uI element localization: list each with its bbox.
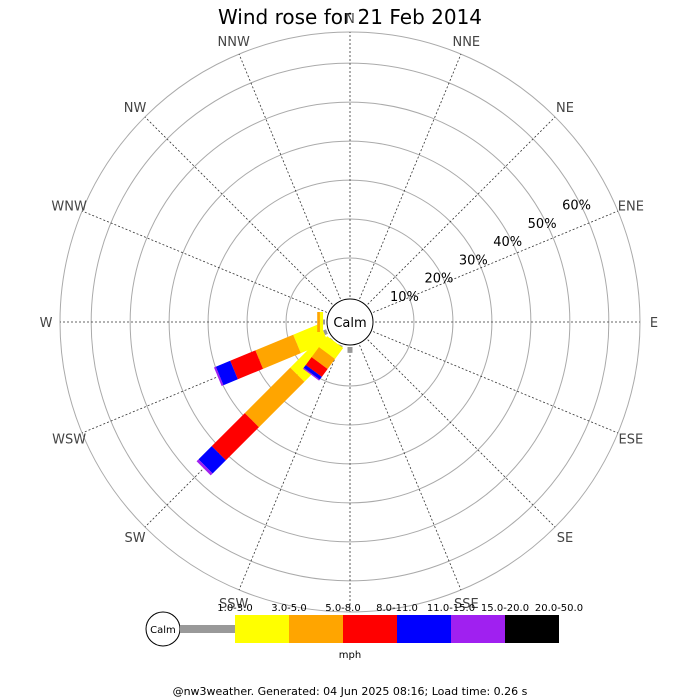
legend-label-3.0-5.0: 3.0-5.0 bbox=[271, 603, 306, 614]
ring-labels: 10% 20% 30% 40% 50% 60% bbox=[390, 198, 591, 304]
direction-labels: NNNENEENEEESESESSESSSWSWWSWWWNWNWNNW bbox=[40, 12, 659, 635]
legend-swatch-20.0-50.0 bbox=[505, 615, 559, 643]
spoke-wnw bbox=[81, 210, 328, 313]
legend-label-15.0-20.0: 15.0-20.0 bbox=[481, 603, 529, 614]
direction-label-sw: SW bbox=[124, 531, 145, 546]
bar-wsw-8.0-11.0 bbox=[230, 350, 264, 380]
legend-label-20.0-50.0: 20.0-50.0 bbox=[535, 603, 583, 614]
spoke-nnw bbox=[238, 53, 341, 300]
legend-swatch-11.0-15.0 bbox=[397, 615, 451, 643]
direction-label-nne: NNE bbox=[452, 35, 480, 50]
legend-label-11.0-15.0: 11.0-15.0 bbox=[427, 603, 475, 614]
footer-text: @nw3weather. Generated: 04 Jun 2025 08:1… bbox=[173, 685, 528, 698]
ring-label-5: 50% bbox=[528, 217, 557, 232]
direction-label-wnw: WNW bbox=[51, 200, 87, 215]
spoke-se bbox=[367, 339, 556, 528]
legend-calm-label: Calm bbox=[150, 625, 176, 636]
legend-swatch-5.0-8.0 bbox=[289, 615, 343, 643]
spoke-ese bbox=[372, 331, 619, 434]
ring-5 bbox=[129, 101, 571, 543]
bar-sw-11.0-15.0 bbox=[198, 446, 226, 474]
legend-unit: mph bbox=[339, 650, 361, 661]
direction-label-se: SE bbox=[557, 531, 573, 546]
direction-label-wsw: WSW bbox=[52, 432, 86, 447]
bar-wsw-1.0-3.0 bbox=[323, 329, 328, 336]
spoke-ssw bbox=[238, 344, 341, 591]
legend-swatch-8.0-11.0 bbox=[343, 615, 397, 643]
spoke-ene bbox=[372, 210, 619, 313]
direction-label-ese: ESE bbox=[619, 432, 644, 447]
legend-swatch-15.0-20.0 bbox=[451, 615, 505, 643]
bar-ssw-11.0-15.0 bbox=[303, 364, 322, 380]
ring-label-2: 20% bbox=[424, 272, 453, 287]
legend-label-8.0-11.0: 8.0-11.0 bbox=[376, 603, 418, 614]
ring-label-1: 10% bbox=[390, 290, 419, 305]
bar-wsw-5.0-8.0 bbox=[255, 334, 301, 369]
bar-sw-15.0-20.0 bbox=[196, 459, 213, 476]
calm-circle bbox=[326, 298, 374, 346]
bar-wsw-3.0-5.0 bbox=[293, 323, 328, 354]
legend-label-1.0-3.0: 1.0-3.0 bbox=[217, 603, 252, 614]
bar-ssw-8.0-11.0 bbox=[305, 357, 328, 377]
legend-swatch-3.0-5.0 bbox=[235, 615, 289, 643]
legend-swatch-1.0-3.0 bbox=[180, 625, 235, 633]
spoke-sse bbox=[359, 344, 462, 591]
bar-sw-8.0-11.0 bbox=[211, 413, 259, 461]
bar-ssw-3.0-5.0 bbox=[318, 336, 344, 360]
bar-ssw-5.0-8.0 bbox=[311, 347, 336, 370]
calm-label: Calm bbox=[333, 316, 366, 331]
direction-label-ene: ENE bbox=[618, 200, 644, 215]
legend: Calm 1.0-3.0 3.0-5.0 5.0-8.0 8.0-11.0 11.0-15… bbox=[145, 603, 583, 647]
direction-label-sse: SSE bbox=[454, 597, 479, 612]
bar-wsw-15.0-20.0 bbox=[213, 366, 224, 386]
ring-label-3: 30% bbox=[459, 253, 488, 268]
bar-sw-5.0-8.0 bbox=[244, 367, 305, 428]
ring-1 bbox=[285, 257, 415, 387]
direction-label-e: E bbox=[650, 316, 658, 331]
bars bbox=[196, 312, 353, 476]
direction-label-nnw: NNW bbox=[218, 35, 250, 50]
direction-label-nw: NW bbox=[124, 101, 147, 116]
spoke-nne bbox=[359, 53, 462, 300]
bar-ssw-15.0-20.0 bbox=[302, 367, 320, 381]
direction-label-w: W bbox=[40, 316, 53, 331]
spoke-nw bbox=[144, 116, 333, 305]
ring-label-6: 60% bbox=[562, 198, 591, 213]
ring-4 bbox=[168, 140, 532, 504]
spoke-ne bbox=[367, 116, 556, 305]
chart-title: Wind rose for 21 Feb 2014 bbox=[218, 5, 482, 29]
direction-label-n: N bbox=[345, 12, 355, 27]
direction-label-ssw: SSW bbox=[219, 597, 249, 612]
direction-label-ne: NE bbox=[556, 101, 574, 116]
bar-wsw-11.0-15.0 bbox=[215, 360, 238, 386]
legend-label-5.0-8.0: 5.0-8.0 bbox=[325, 603, 360, 614]
ring-label-4: 40% bbox=[493, 235, 522, 250]
